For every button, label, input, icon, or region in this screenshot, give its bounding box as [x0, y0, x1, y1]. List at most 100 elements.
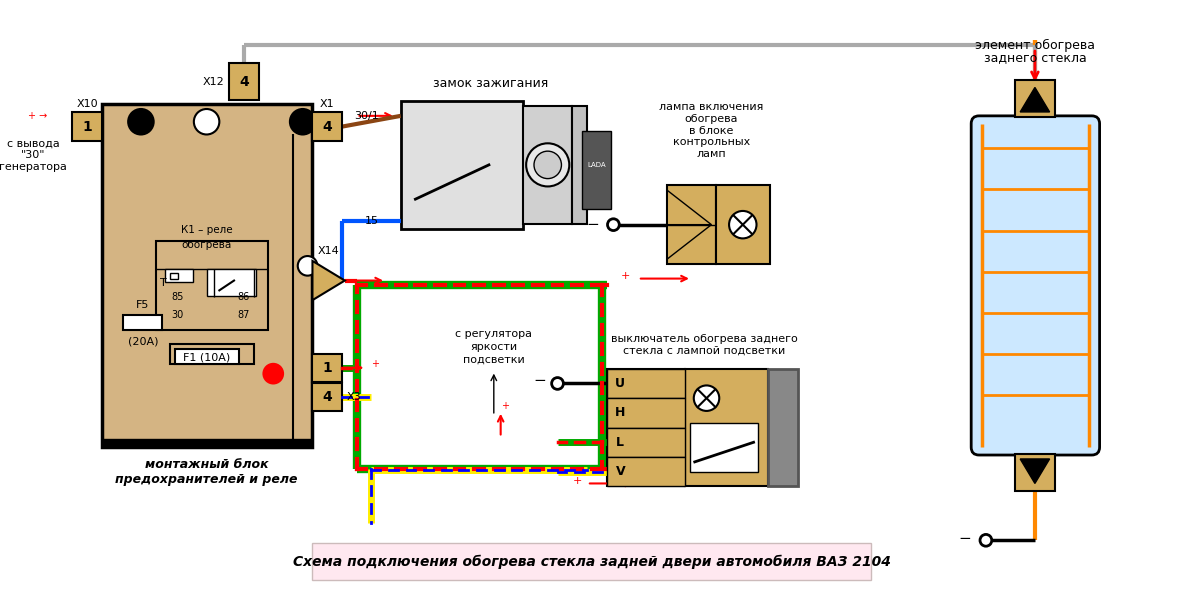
Bar [312, 543, 871, 581]
Bar [606, 457, 685, 486]
Bar [667, 186, 717, 264]
Bar [170, 344, 253, 364]
Text: 30: 30 [171, 310, 183, 320]
Circle shape [526, 143, 569, 186]
Text: яркости: яркости [470, 342, 518, 352]
Text: X12: X12 [203, 76, 224, 87]
Bar [572, 106, 587, 224]
Text: лампа включения: лампа включения [659, 102, 764, 112]
Text: 86: 86 [238, 292, 250, 302]
Polygon shape [667, 191, 711, 224]
Circle shape [693, 386, 719, 411]
Text: 87: 87 [238, 310, 250, 320]
Circle shape [290, 109, 316, 135]
Circle shape [298, 256, 317, 276]
Bar [101, 439, 312, 447]
Bar [606, 369, 685, 486]
Text: X14: X14 [317, 246, 340, 256]
Text: +: + [371, 359, 380, 369]
Polygon shape [1020, 459, 1049, 483]
Bar [690, 423, 758, 472]
Text: 85: 85 [171, 292, 184, 302]
Circle shape [980, 534, 992, 546]
Text: "30": "30" [21, 150, 45, 160]
Circle shape [129, 109, 153, 135]
Bar [717, 186, 770, 264]
Bar [156, 241, 269, 330]
Text: с вывода: с вывода [7, 138, 59, 148]
FancyBboxPatch shape [971, 116, 1100, 455]
Text: +: + [620, 271, 630, 280]
Text: замок зажигания: замок зажигания [433, 77, 548, 90]
Text: предохранителей и реле: предохранителей и реле [116, 473, 298, 486]
Text: контрольных: контрольных [673, 137, 750, 148]
Text: L: L [617, 436, 624, 449]
Text: элемент обогрева: элемент обогрева [975, 39, 1095, 52]
Bar [170, 272, 178, 279]
Text: X1: X1 [320, 99, 335, 109]
Text: F5: F5 [137, 300, 150, 310]
Polygon shape [667, 224, 711, 259]
Bar [206, 269, 256, 296]
Text: 4: 4 [239, 74, 249, 89]
Circle shape [607, 219, 619, 231]
Circle shape [552, 378, 564, 389]
Polygon shape [312, 261, 344, 300]
Text: обогрева: обогрева [685, 114, 738, 124]
Text: генератора: генератора [0, 162, 67, 172]
Text: 4: 4 [322, 390, 332, 404]
Circle shape [729, 211, 757, 239]
Bar [176, 349, 239, 364]
Text: X10: X10 [77, 99, 98, 109]
Text: 1: 1 [83, 120, 92, 133]
Text: монтажный блок: монтажный блок [145, 458, 269, 471]
Bar [1015, 79, 1054, 117]
Text: Схема подключения обогрева стекла задней двери автомобиля ВАЗ 2104: Схема подключения обогрева стекла задней… [292, 555, 891, 569]
Text: +: + [573, 475, 582, 485]
Text: U: U [615, 377, 625, 390]
Text: LADA: LADA [587, 162, 606, 168]
Text: ламп: ламп [697, 149, 726, 159]
Bar [401, 101, 523, 229]
Text: с регулятора: с регулятора [455, 330, 532, 339]
Bar [101, 104, 312, 447]
Text: в блоке: в блоке [690, 125, 733, 135]
Text: +: + [501, 401, 508, 411]
Bar [606, 427, 685, 457]
Bar [312, 384, 342, 411]
Bar [769, 369, 798, 486]
Circle shape [193, 109, 219, 135]
Text: −: − [959, 531, 971, 546]
Bar [229, 63, 258, 100]
Text: (20А): (20А) [127, 336, 158, 346]
Text: стекла с лампой подсветки: стекла с лампой подсветки [624, 346, 785, 356]
Text: 4: 4 [322, 120, 332, 133]
Bar [606, 369, 685, 398]
Bar [72, 112, 101, 141]
Bar [312, 354, 342, 381]
Text: −: − [533, 373, 546, 388]
Circle shape [534, 151, 561, 178]
Text: H: H [615, 407, 625, 419]
Text: обогрева: обогрева [182, 240, 232, 250]
Text: заднего стекла: заднего стекла [983, 52, 1086, 65]
Bar [165, 269, 193, 282]
Text: 1: 1 [322, 361, 332, 375]
Circle shape [263, 364, 283, 384]
Text: + →: + → [28, 111, 47, 121]
Bar [582, 130, 612, 209]
Text: выключатель обогрева заднего: выключатель обогрева заднего [611, 335, 798, 344]
Polygon shape [1020, 87, 1049, 112]
Bar [606, 398, 685, 427]
Text: подсветки: подсветки [463, 355, 525, 365]
Text: 30/1: 30/1 [355, 111, 380, 121]
Text: −: − [586, 217, 599, 232]
Text: F1 (10А): F1 (10А) [183, 352, 230, 362]
Text: К1 – реле: К1 – реле [180, 224, 232, 234]
Bar [1015, 454, 1054, 491]
Text: 15: 15 [365, 216, 380, 226]
Bar [312, 112, 342, 141]
Bar [523, 106, 572, 224]
Text: X3: X3 [347, 392, 362, 402]
Bar [685, 369, 769, 486]
